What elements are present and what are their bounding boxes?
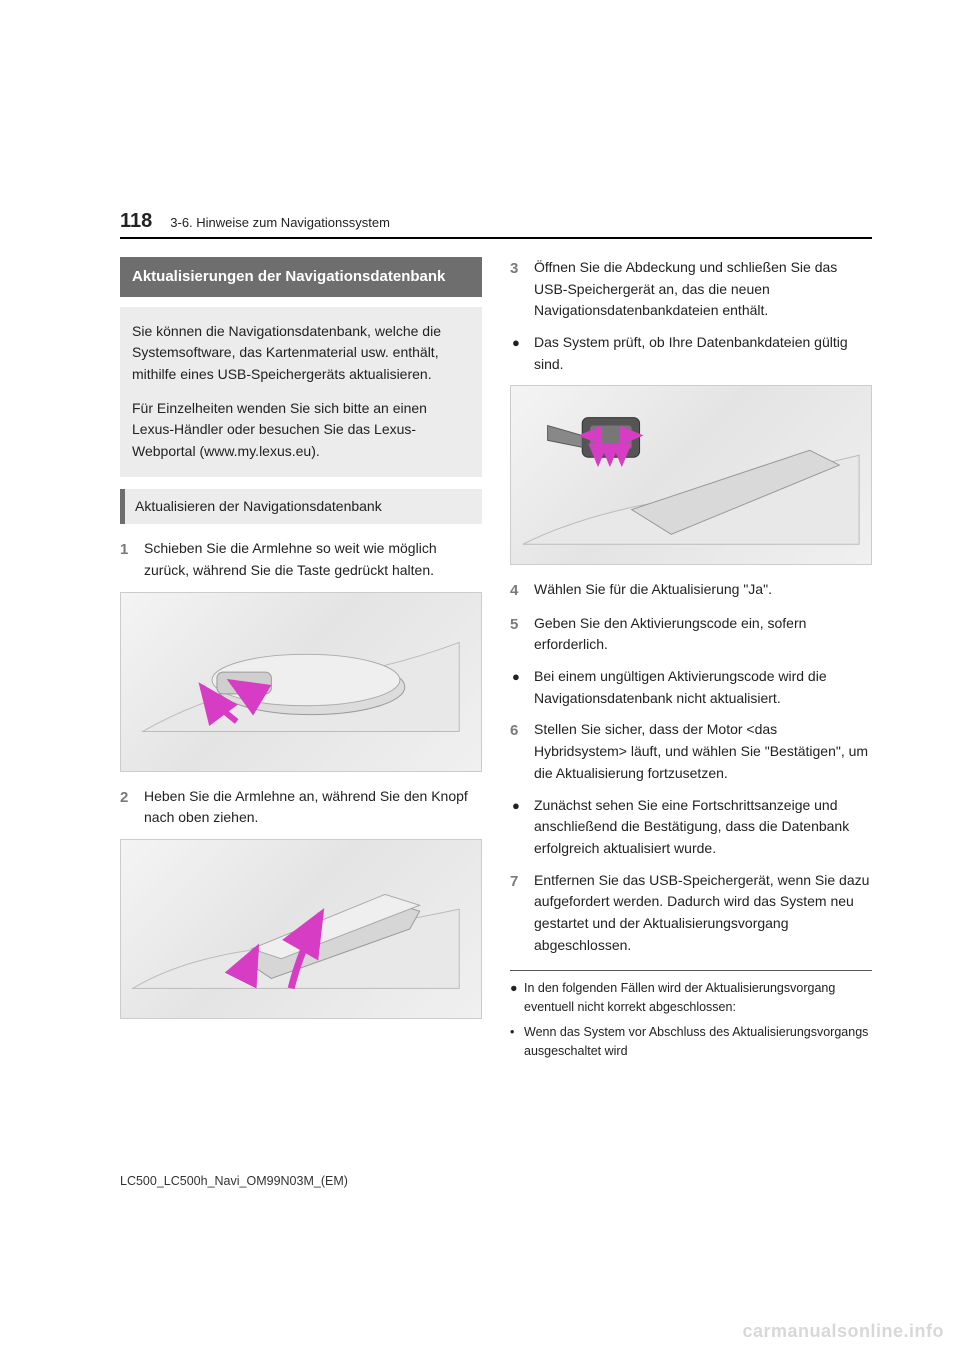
step-number: 2 bbox=[120, 786, 144, 829]
step-1: 1 Schieben Sie die Armlehne so weit wie … bbox=[120, 538, 482, 581]
step-number: 5 bbox=[510, 613, 534, 656]
section-heading: Aktualisierungen der Navigationsdatenban… bbox=[120, 257, 482, 297]
step-text: Stellen Sie sicher, dass der Motor <das … bbox=[534, 719, 872, 784]
bullet-invalid-code: ● Bei einem ungültigen Aktivierungscode … bbox=[510, 666, 872, 709]
right-column: 3 Öffnen Sie die Abdeckung und schließen… bbox=[510, 257, 872, 1066]
step-6: 6 Stellen Sie sicher, dass der Motor <da… bbox=[510, 719, 872, 784]
intro-box: Sie können die Navigationsdatenbank, wel… bbox=[120, 307, 482, 477]
step-text: Heben Sie die Armlehne an, während Sie d… bbox=[144, 786, 482, 829]
step-number: 1 bbox=[120, 538, 144, 581]
figure-armrest-lift bbox=[120, 839, 482, 1019]
bullet-text: Zunächst sehen Sie eine Fortschrittsanze… bbox=[534, 795, 872, 860]
bullet-text: Bei einem ungültigen Aktivierungscode wi… bbox=[534, 666, 872, 709]
step-text: Geben Sie den Aktivierungscode ein, sofe… bbox=[534, 613, 872, 656]
watermark: carmanualsonline.info bbox=[742, 1321, 944, 1342]
bullet-progress: ● Zunächst sehen Sie eine Fortschrittsan… bbox=[510, 795, 872, 860]
step-5: 5 Geben Sie den Aktivierungscode ein, so… bbox=[510, 613, 872, 656]
bullet-icon: ● bbox=[512, 332, 534, 375]
content-columns: Aktualisierungen der Navigationsdatenban… bbox=[120, 257, 872, 1066]
step-7: 7 Entfernen Sie das USB-Speichergerät, w… bbox=[510, 870, 872, 957]
note-bullet-2: • Wenn das System vor Abschluss des Aktu… bbox=[510, 1023, 872, 1061]
bullet-text: Das System prüft, ob Ihre Datenbankdatei… bbox=[534, 332, 872, 375]
note-text: In den folgenden Fällen wird der Aktuali… bbox=[524, 979, 872, 1017]
intro-paragraph-2: Für Einzelheiten wenden Sie sich bitte a… bbox=[132, 398, 470, 463]
step-number: 4 bbox=[510, 579, 534, 602]
step-4: 4 Wählen Sie für die Aktualisierung "Ja"… bbox=[510, 579, 872, 602]
step-2: 2 Heben Sie die Armlehne an, während Sie… bbox=[120, 786, 482, 829]
footer-code: LC500_LC500h_Navi_OM99N03M_(EM) bbox=[120, 1174, 348, 1188]
step-text: Wählen Sie für die Aktualisierung "Ja". bbox=[534, 579, 872, 602]
note-bullet-icon: • bbox=[510, 1023, 524, 1061]
chapter-title: 3-6. Hinweise zum Navigationssystem bbox=[170, 215, 390, 230]
step-number: 7 bbox=[510, 870, 534, 957]
figure-usb-port bbox=[510, 385, 872, 565]
page-number: 118 bbox=[120, 210, 152, 233]
note-bullet-1: ● In den folgenden Fällen wird der Aktua… bbox=[510, 979, 872, 1017]
bullet-check-db: ● Das System prüft, ob Ihre Datenbankdat… bbox=[510, 332, 872, 375]
bullet-icon: ● bbox=[512, 666, 534, 709]
left-column: Aktualisierungen der Navigationsdatenban… bbox=[120, 257, 482, 1066]
step-text: Schieben Sie die Armlehne so weit wie mö… bbox=[144, 538, 482, 581]
step-number: 6 bbox=[510, 719, 534, 784]
note-bullet-icon: ● bbox=[510, 979, 524, 1017]
note-text: Wenn das System vor Abschluss des Aktual… bbox=[524, 1023, 872, 1061]
step-number: 3 bbox=[510, 257, 534, 322]
sub-heading: Aktualisieren der Navigationsdatenbank bbox=[120, 489, 482, 525]
note-divider bbox=[510, 970, 872, 971]
step-text: Entfernen Sie das USB-Speichergerät, wen… bbox=[534, 870, 872, 957]
intro-paragraph-1: Sie können die Navigationsdatenbank, wel… bbox=[132, 321, 470, 386]
step-3: 3 Öffnen Sie die Abdeckung und schließen… bbox=[510, 257, 872, 322]
step-text: Öffnen Sie die Abdeckung und schließen S… bbox=[534, 257, 872, 322]
bullet-icon: ● bbox=[512, 795, 534, 860]
page-header: 118 3-6. Hinweise zum Navigationssystem bbox=[120, 210, 872, 239]
page: 118 3-6. Hinweise zum Navigationssystem … bbox=[0, 0, 960, 1066]
figure-armrest-slide bbox=[120, 592, 482, 772]
